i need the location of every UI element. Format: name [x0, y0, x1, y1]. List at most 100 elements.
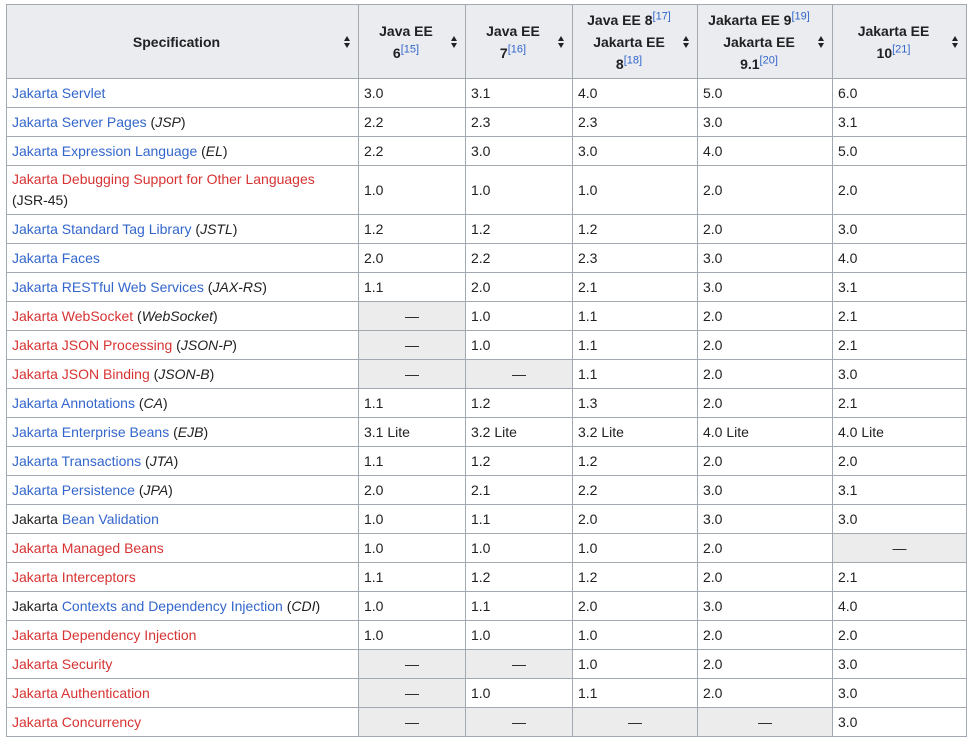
sort-icon[interactable] [683, 35, 690, 48]
version-cell: 2.0 [697, 214, 833, 244]
spec-link[interactable]: Jakarta Security [12, 655, 113, 672]
version-cell: 1.1 [572, 330, 698, 360]
sort-icon[interactable] [818, 35, 825, 48]
version-cell: 4.0 [697, 136, 833, 166]
spec-abbreviation: CA [143, 394, 163, 411]
sort-icon[interactable] [952, 35, 959, 48]
spec-link[interactable]: Jakarta Annotations [12, 394, 135, 411]
header-label: Java EE [486, 22, 540, 39]
reference-link[interactable]: [16] [507, 42, 527, 55]
spec-link[interactable]: Jakarta Concurrency [12, 713, 142, 730]
table-row: Jakarta JSON Processing (JSON-P) —1.0 1.1 2… [6, 330, 967, 360]
version-cell: 1.2 [572, 214, 698, 244]
column-header-4[interactable]: Jakarta EE 9[19] Jakarta EE 9.1[20] [697, 4, 833, 79]
column-header-2[interactable]: Java EE 7[16] [465, 4, 573, 79]
version-cell: 3.0 [697, 504, 833, 534]
spec-link[interactable]: Jakarta Server Pages [12, 113, 147, 130]
column-header-0[interactable]: Specification [6, 4, 359, 79]
table-row: Jakarta Servlet 3.0 3.1 4.0 5.0 6.0 [6, 78, 967, 108]
spec-link[interactable]: Jakarta Authentication [12, 684, 150, 701]
table-row: Jakarta Dependency Injection 1.0 1.0 1.0 2.0… [6, 620, 967, 650]
spec-cell: Jakarta Enterprise Beans (EJB) [6, 417, 359, 447]
table-row: Jakarta Authentication —1.0 1.1 2.0 3.0 [6, 678, 967, 708]
version-cell: 1.1 [358, 272, 466, 302]
table-row: Jakarta Transactions (JTA) 1.1 1.2 1.2 2.0 2.… [6, 446, 967, 476]
header-label-line3: Jakarta EE 9.1 [723, 33, 795, 72]
spec-link[interactable]: Jakarta Standard Tag Library [12, 220, 192, 237]
spec-cell: Jakarta WebSocket (WebSocket) [6, 301, 359, 331]
column-header-1[interactable]: Java EE 6[15] [358, 4, 466, 79]
version-cell: 3.2 Lite [572, 417, 698, 447]
spec-cell: Jakarta Faces [6, 243, 359, 273]
version-cell: 3.0 [358, 78, 466, 108]
spec-link[interactable]: Jakarta Expression Language [12, 142, 198, 159]
table-row: Jakarta Interceptors 1.1 1.2 1.2 2.0 2.1 [6, 562, 967, 592]
reference-link[interactable]: [17] [652, 9, 671, 22]
spec-cell: Jakarta Authentication [6, 678, 359, 708]
spec-link[interactable]: Jakarta Persistence [12, 481, 135, 498]
spec-link[interactable]: Jakarta Managed Beans [12, 539, 164, 556]
spec-cell: Jakarta Servlet [6, 78, 359, 108]
spec-abbreviation: WebSocket [141, 307, 214, 324]
sort-icon[interactable] [558, 35, 565, 48]
sort-icon[interactable] [344, 35, 351, 48]
spec-abbreviation: JSTL [200, 220, 233, 237]
spec-link[interactable]: Jakarta RESTful Web Services [12, 278, 204, 295]
version-cell: 4.0 Lite [697, 417, 833, 447]
reference-link[interactable]: [21] [892, 42, 911, 55]
spec-abbreviation: EL [205, 142, 223, 159]
spec-prefix: Jakarta [12, 597, 62, 614]
spec-link[interactable]: Jakarta Servlet [12, 84, 106, 101]
version-cell: 1.2 [572, 446, 698, 476]
version-cell: 1.0 [358, 533, 466, 563]
version-cell: 3.0 [832, 678, 967, 708]
table-row: Jakarta Persistence (JPA) 2.0 2.1 2.2 3.0 3.1 [6, 475, 967, 505]
version-cell: 1.1 [465, 591, 573, 621]
version-cell: 1.2 [465, 446, 573, 476]
version-cell: 1.0 [465, 330, 573, 360]
table-row: Jakarta Debugging Support for Other Lang… [6, 165, 967, 215]
reference-link[interactable]: [15] [400, 42, 420, 55]
spec-link[interactable]: Jakarta Enterprise Beans [12, 423, 170, 440]
reference-link[interactable]: [18] [623, 53, 643, 66]
spec-link[interactable]: Jakarta Faces [12, 249, 100, 266]
version-cell: 2.0 [697, 301, 833, 331]
spec-cell: Jakarta Dependency Injection [6, 620, 359, 650]
spec-link[interactable]: Jakarta Interceptors [12, 568, 136, 585]
version-cell: 2.0 [358, 475, 466, 505]
version-cell: 5.0 [832, 136, 967, 166]
version-cell: 2.0 [465, 272, 573, 302]
spec-link[interactable]: Jakarta Dependency Injection [12, 626, 197, 643]
spec-cell: Jakarta JSON Processing (JSON-P) [6, 330, 359, 360]
version-cell: — [358, 649, 466, 679]
version-cell: 2.2 [358, 107, 466, 137]
comparison-table: Specification Java EE 6[15] Java EE 7[16] Jav… [6, 4, 967, 737]
column-header-5[interactable]: Jakarta EE 10[21] [832, 4, 967, 79]
spec-link[interactable]: Contexts and Dependency Injection [61, 597, 283, 614]
sort-icon[interactable] [451, 35, 458, 48]
version-cell: 1.2 [465, 214, 573, 244]
header-label-line2: 7 [499, 44, 508, 61]
version-cell: 2.3 [572, 243, 698, 273]
spec-link[interactable]: Jakarta Transactions [12, 452, 142, 469]
version-cell: 1.0 [572, 649, 698, 679]
version-cell: 1.0 [465, 678, 573, 708]
column-header-3[interactable]: Java EE 8[17] Jakarta EE 8[18] [572, 4, 698, 79]
spec-link[interactable]: Jakarta JSON Binding [12, 365, 150, 382]
reference-link[interactable]: [20] [759, 53, 778, 66]
version-cell: 2.0 [832, 165, 967, 215]
version-cell: 2.1 [832, 388, 967, 418]
version-cell: 2.1 [832, 330, 967, 360]
spec-abbreviation: JSP [155, 113, 181, 130]
version-cell: 2.0 [697, 388, 833, 418]
version-cell: — [358, 678, 466, 708]
spec-link[interactable]: Jakarta Debugging Support for Other Lang… [12, 171, 315, 187]
version-cell: — [358, 359, 466, 389]
version-cell: 2.2 [572, 475, 698, 505]
spec-link[interactable]: Bean Validation [61, 510, 159, 527]
spec-cell: Jakarta Bean Validation [6, 504, 359, 534]
spec-link[interactable]: Jakarta WebSocket [12, 307, 134, 324]
spec-cell: Jakarta Standard Tag Library (JSTL) [6, 214, 359, 244]
spec-link[interactable]: Jakarta JSON Processing [12, 336, 173, 353]
reference-link[interactable]: [19] [791, 9, 810, 22]
